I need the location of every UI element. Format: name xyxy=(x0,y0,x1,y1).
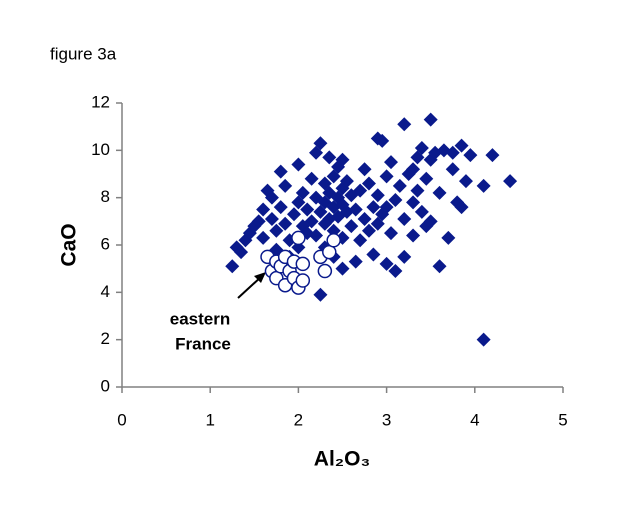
y-tick-label: 2 xyxy=(101,329,110,348)
data-point xyxy=(357,211,372,226)
data-point xyxy=(463,148,478,163)
y-tick-label: 4 xyxy=(101,282,110,301)
data-point xyxy=(361,223,376,238)
data-point xyxy=(423,214,438,229)
chart-title: figure 3a xyxy=(50,44,117,63)
data-point xyxy=(273,164,288,179)
data-point xyxy=(414,140,429,155)
annotation: eastern xyxy=(170,309,230,328)
data-point xyxy=(273,200,288,215)
data-point xyxy=(445,145,460,160)
data-point xyxy=(406,195,421,210)
data-point xyxy=(454,200,469,215)
data-point xyxy=(432,259,447,274)
data-point xyxy=(295,185,310,200)
x-tick-label: 2 xyxy=(294,410,303,429)
x-tick-label: 3 xyxy=(382,410,391,429)
data-point xyxy=(291,157,306,172)
data-point xyxy=(242,226,257,241)
y-tick-label: 6 xyxy=(101,234,110,253)
data-point xyxy=(503,174,518,189)
data-point xyxy=(388,264,403,279)
data-point xyxy=(370,188,385,203)
data-point xyxy=(379,200,394,215)
data-point xyxy=(335,261,350,276)
y-tick-label: 8 xyxy=(101,187,110,206)
y-tick-label: 12 xyxy=(91,92,110,111)
data-point xyxy=(375,133,390,148)
data-point xyxy=(225,259,240,274)
data-point xyxy=(326,233,341,248)
x-axis-title: Al₂O₃ xyxy=(314,448,370,471)
data-point xyxy=(295,256,311,272)
x-tick-label: 1 xyxy=(205,410,214,429)
data-point xyxy=(304,171,319,186)
x-tick-label: 0 xyxy=(117,410,126,429)
data-point xyxy=(339,174,354,189)
data-point xyxy=(313,136,328,151)
data-point xyxy=(379,169,394,184)
data-point xyxy=(348,202,363,217)
data-point xyxy=(476,332,491,347)
data-point xyxy=(278,178,293,193)
y-tick-label: 10 xyxy=(91,140,110,159)
data-point xyxy=(313,287,328,302)
data-point xyxy=(397,117,412,132)
data-point xyxy=(410,183,425,198)
data-point xyxy=(441,230,456,245)
data-point xyxy=(414,204,429,219)
data-point xyxy=(388,193,403,208)
data-point xyxy=(322,244,337,260)
data-point xyxy=(366,200,381,215)
data-point xyxy=(454,138,469,153)
data-point xyxy=(295,273,311,288)
data-point xyxy=(366,247,381,262)
x-tick-label: 5 xyxy=(558,410,567,429)
data-point xyxy=(234,245,249,260)
data-point xyxy=(322,150,337,165)
data-point xyxy=(485,148,500,163)
data-point xyxy=(286,207,301,222)
data-point xyxy=(406,162,421,177)
data-point xyxy=(304,214,319,229)
data-point xyxy=(353,183,368,198)
data-point xyxy=(423,112,438,127)
data-point xyxy=(317,263,333,279)
data-point xyxy=(256,230,271,245)
data-point xyxy=(344,219,359,234)
data-point xyxy=(357,162,372,177)
data-point xyxy=(291,230,306,246)
data-point xyxy=(476,178,491,193)
data-point xyxy=(445,162,460,177)
data-point xyxy=(379,256,394,271)
y-axis-title: CaO xyxy=(58,223,81,266)
data-point xyxy=(458,174,473,189)
data-point xyxy=(348,254,363,269)
data-point xyxy=(397,249,412,264)
data-point xyxy=(406,228,421,243)
data-point xyxy=(432,185,447,200)
data-point xyxy=(278,216,293,231)
data-point xyxy=(264,211,279,226)
annotation-arrow-head xyxy=(254,272,266,283)
x-tick-label: 4 xyxy=(470,410,479,429)
data-point xyxy=(256,202,271,217)
data-point xyxy=(397,211,412,226)
data-point xyxy=(300,202,315,217)
data-point xyxy=(269,223,284,238)
data-point xyxy=(361,176,376,191)
data-point xyxy=(419,171,434,186)
data-point xyxy=(353,233,368,248)
data-point xyxy=(251,214,266,229)
data-point xyxy=(335,152,350,167)
data-point xyxy=(264,190,279,205)
data-point xyxy=(392,178,407,193)
data-point xyxy=(384,155,399,170)
data-point xyxy=(384,226,399,241)
y-tick-label: 0 xyxy=(101,376,110,395)
annotation: France xyxy=(175,334,231,353)
data-point xyxy=(309,228,324,243)
